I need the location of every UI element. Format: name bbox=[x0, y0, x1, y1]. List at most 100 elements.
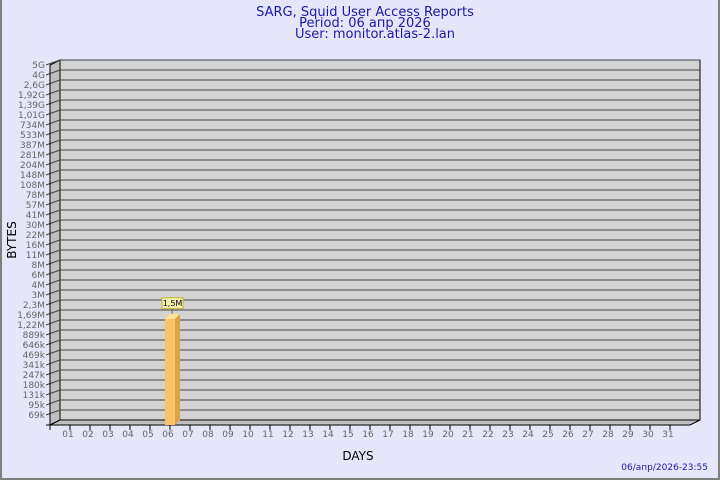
y-tick-label: 1,39G bbox=[18, 101, 45, 111]
y-tick bbox=[45, 259, 61, 266]
bar bbox=[165, 318, 175, 425]
y-tick bbox=[45, 129, 61, 136]
y-tick-label: 734M bbox=[20, 121, 45, 131]
x-tick-label: 02 bbox=[82, 430, 93, 440]
x-tick-label: 11 bbox=[262, 430, 273, 440]
x-axis-label: DAYS bbox=[342, 449, 373, 463]
plot-floor bbox=[49, 419, 701, 426]
bar-side bbox=[175, 313, 180, 425]
x-tick-label: 18 bbox=[402, 430, 414, 440]
y-tick-label: 2,6G bbox=[24, 81, 45, 91]
y-tick-label: 646k bbox=[23, 341, 46, 351]
y-tick bbox=[45, 339, 61, 346]
y-tick bbox=[45, 69, 61, 76]
x-tick-label: 04 bbox=[122, 430, 134, 440]
x-tick-label: 24 bbox=[522, 430, 534, 440]
y-tick bbox=[45, 89, 61, 96]
x-tick-label: 12 bbox=[282, 430, 293, 440]
y-tick bbox=[45, 289, 61, 296]
y-tick-label: 69k bbox=[28, 411, 45, 421]
y-tick bbox=[45, 329, 61, 336]
y-tick bbox=[45, 179, 61, 186]
y-tick bbox=[45, 99, 61, 106]
y-tick bbox=[45, 399, 61, 406]
y-tick bbox=[45, 209, 61, 216]
chart-user: User: monitor.atlas-2.lan bbox=[295, 27, 455, 42]
y-tick bbox=[45, 59, 61, 66]
y-tick bbox=[45, 219, 61, 226]
y-tick bbox=[45, 109, 61, 116]
y-tick bbox=[45, 269, 61, 276]
chart-period: Period: 06 апр 2026 bbox=[299, 16, 431, 31]
x-tick-label: 25 bbox=[542, 430, 553, 440]
chart-title: SARG, Squid User Access Reports bbox=[256, 5, 474, 20]
y-tick bbox=[45, 309, 61, 316]
x-tick-label: 03 bbox=[102, 430, 113, 440]
y-tick-label: 108M bbox=[20, 181, 45, 191]
y-tick-label: 95k bbox=[28, 401, 45, 411]
x-tick-label: 15 bbox=[342, 430, 353, 440]
y-tick-label: 30M bbox=[26, 221, 45, 231]
y-tick-label: 57M bbox=[26, 201, 45, 211]
y-tick-label: 3M bbox=[32, 291, 46, 301]
y-tick-label: 204M bbox=[20, 161, 45, 171]
y-tick-label: 148M bbox=[20, 171, 45, 181]
y-tick-label: 11M bbox=[26, 251, 45, 261]
x-tick-label: 17 bbox=[382, 430, 393, 440]
y-tick-label: 1,01G bbox=[18, 111, 45, 121]
y-tick-label: 4M bbox=[32, 281, 46, 291]
y-tick-label: 131k bbox=[23, 391, 46, 401]
bar-top bbox=[165, 313, 180, 319]
x-tick-label: 23 bbox=[502, 430, 513, 440]
y-tick-label: 2,3M bbox=[23, 301, 45, 311]
y-tick-label: 889k bbox=[23, 331, 46, 341]
y-tick-label: 41M bbox=[26, 211, 45, 221]
y-tick bbox=[45, 379, 61, 386]
x-tick-label: 27 bbox=[582, 430, 593, 440]
y-tick-label: 1,69M bbox=[17, 311, 45, 321]
y-tick-label: 341k bbox=[23, 361, 46, 371]
y-tick bbox=[45, 299, 61, 306]
y-tick bbox=[45, 159, 61, 166]
x-tick-label: 28 bbox=[602, 430, 614, 440]
x-tick-label: 31 bbox=[662, 430, 673, 440]
y-tick-label: 180k bbox=[23, 381, 46, 391]
y-tick-label: 78M bbox=[26, 191, 45, 201]
y-tick bbox=[45, 149, 61, 156]
y-tick-label: 16M bbox=[26, 241, 45, 251]
y-tick-label: 469k bbox=[23, 351, 46, 361]
y-tick-label: 1,22M bbox=[17, 321, 45, 331]
x-tick-label: 06 bbox=[162, 430, 174, 440]
y-tick bbox=[45, 119, 61, 126]
y-tick bbox=[45, 239, 61, 246]
y-tick bbox=[45, 279, 61, 286]
y-tick-label: 247k bbox=[23, 371, 46, 381]
x-tick-label: 20 bbox=[442, 430, 454, 440]
y-tick bbox=[45, 189, 61, 196]
y-tick-label: 281M bbox=[20, 151, 45, 161]
y-tick bbox=[45, 199, 61, 206]
y-tick bbox=[45, 349, 61, 356]
x-tick-label: 14 bbox=[322, 430, 334, 440]
y-tick-label: 5G bbox=[32, 61, 45, 71]
y-tick bbox=[45, 169, 61, 176]
y-tick-label: 4G bbox=[32, 71, 45, 81]
x-tick-label: 26 bbox=[562, 430, 574, 440]
y-tick bbox=[45, 139, 61, 146]
x-tick-label: 13 bbox=[302, 430, 313, 440]
x-tick-label: 10 bbox=[242, 430, 254, 440]
data-label: 1,5M bbox=[163, 299, 183, 308]
data-label-box bbox=[161, 297, 184, 310]
y-tick bbox=[45, 79, 61, 86]
y-tick-label: 1,92G bbox=[18, 91, 45, 101]
y-tick-label: 533M bbox=[20, 131, 45, 141]
x-tick-label: 09 bbox=[222, 430, 234, 440]
x-tick-label: 21 bbox=[462, 430, 473, 440]
y-tick bbox=[45, 249, 61, 256]
x-tick-label: 29 bbox=[622, 430, 634, 440]
y-tick-label: 387M bbox=[20, 141, 45, 151]
y-tick bbox=[45, 389, 61, 396]
x-tick-label: 22 bbox=[482, 430, 493, 440]
